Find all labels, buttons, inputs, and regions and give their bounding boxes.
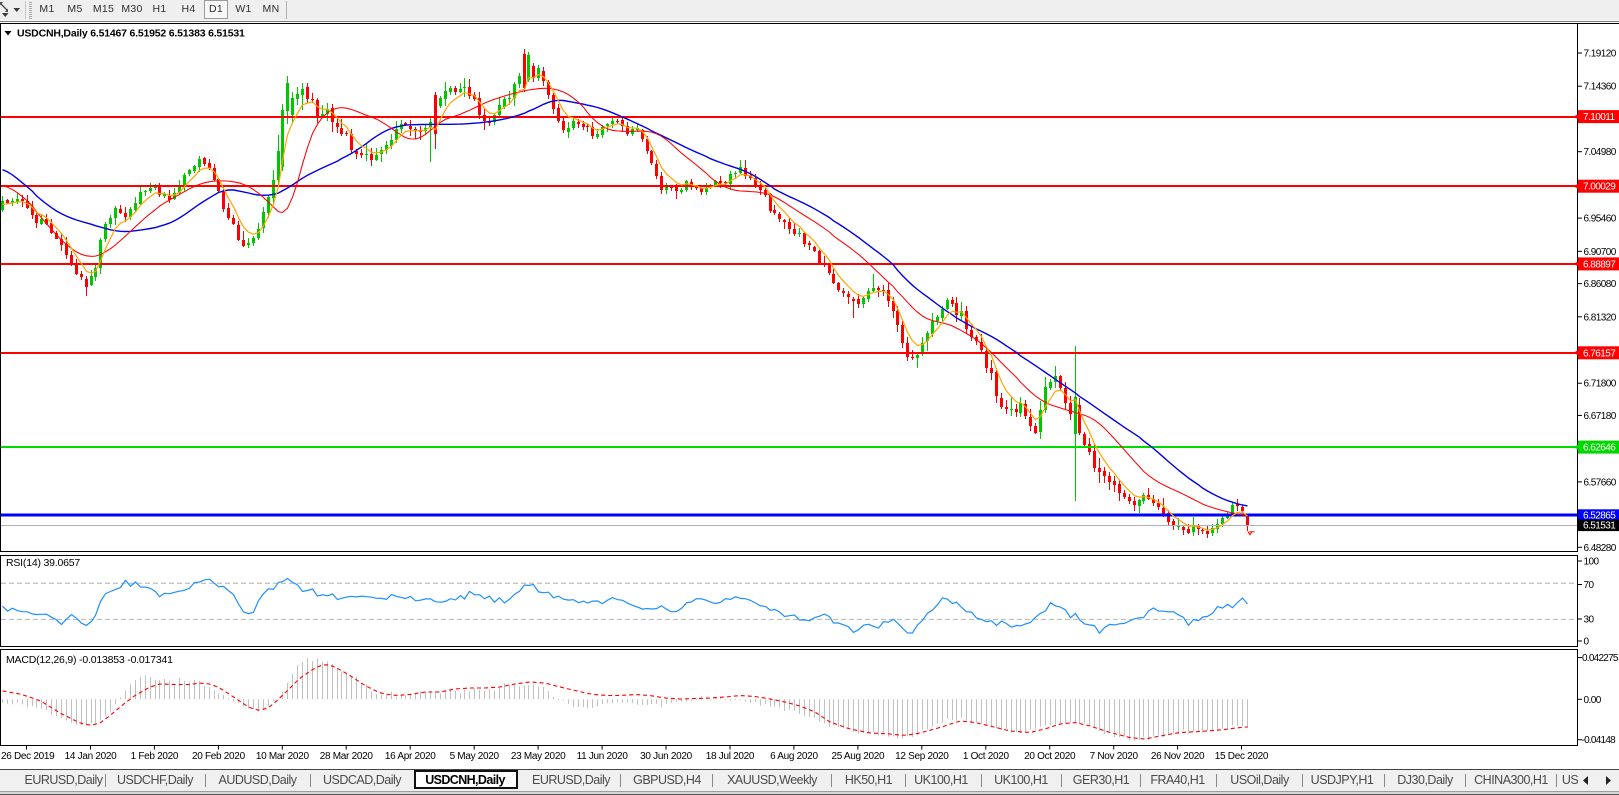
svg-text:6.90700: 6.90700 [1584,247,1617,258]
svg-text:0: 0 [1584,637,1590,648]
svg-text:7.00029: 7.00029 [1583,182,1616,193]
svg-text:USDCNH,Daily 6.51467 6.51952: USDCNH,Daily 6.51467 6.51952 6.51383 6.5… [17,28,245,40]
svg-text:-0.04148: -0.04148 [1582,735,1617,746]
svg-text:26 Dec 2019: 26 Dec 2019 [1,751,55,762]
svg-text:100: 100 [1584,557,1600,568]
svg-text:30 Jun 2020: 30 Jun 2020 [640,751,692,762]
svg-text:6.57660: 6.57660 [1584,477,1617,488]
svg-text:6.81320: 6.81320 [1584,312,1617,323]
svg-text:15 Dec 2020: 15 Dec 2020 [1215,751,1269,762]
svg-text:20 Feb 2020: 20 Feb 2020 [192,751,246,762]
svg-text:14 Jan 2020: 14 Jan 2020 [65,751,117,762]
svg-text:20 Oct 2020: 20 Oct 2020 [1024,751,1076,762]
svg-text:23 May 2020: 23 May 2020 [511,751,566,762]
svg-text:MACD(12,26,9) -0.013853 -0.017: MACD(12,26,9) -0.013853 -0.017341 [6,654,173,666]
svg-text:70: 70 [1584,580,1595,591]
svg-text:1 Oct 2020: 1 Oct 2020 [963,751,1010,762]
svg-text:6.48280: 6.48280 [1584,543,1617,554]
svg-text:5 May 2020: 5 May 2020 [450,751,500,762]
svg-text:10 Mar 2020: 10 Mar 2020 [256,751,310,762]
svg-text:6.76157: 6.76157 [1583,348,1616,359]
svg-text:7.14360: 7.14360 [1584,82,1617,93]
svg-text:6 Aug 2020: 6 Aug 2020 [770,751,818,762]
svg-text:6.62646: 6.62646 [1583,443,1616,454]
svg-text:6.71800: 6.71800 [1584,379,1617,390]
svg-text:1 Feb 2020: 1 Feb 2020 [131,751,179,762]
svg-text:7.04980: 7.04980 [1584,147,1617,158]
svg-text:6.86080: 6.86080 [1584,279,1617,290]
svg-text:26 Nov 2020: 26 Nov 2020 [1151,751,1205,762]
svg-text:0.00: 0.00 [1584,695,1602,706]
svg-text:12 Sep 2020: 12 Sep 2020 [895,751,949,762]
svg-text:6.51531: 6.51531 [1583,521,1616,532]
svg-text:11 Jun 2020: 11 Jun 2020 [577,751,629,762]
svg-text:6.88897: 6.88897 [1583,259,1616,270]
svg-text:30: 30 [1584,615,1595,626]
svg-text:16 Apr 2020: 16 Apr 2020 [385,751,436,762]
svg-text:25 Aug 2020: 25 Aug 2020 [831,751,885,762]
svg-text:18 Jul 2020: 18 Jul 2020 [706,751,755,762]
svg-text:7 Nov 2020: 7 Nov 2020 [1090,751,1139,762]
svg-text:28 Mar 2020: 28 Mar 2020 [320,751,374,762]
svg-text:0.042275: 0.042275 [1582,653,1619,664]
svg-text:6.95460: 6.95460 [1584,214,1617,225]
svg-text:7.19120: 7.19120 [1584,49,1617,60]
svg-text:6.67180: 6.67180 [1584,411,1617,422]
svg-text:7.10011: 7.10011 [1583,112,1616,123]
svg-text:RSI(14) 39.0657: RSI(14) 39.0657 [6,557,80,569]
svg-text:6.52865: 6.52865 [1583,511,1616,522]
